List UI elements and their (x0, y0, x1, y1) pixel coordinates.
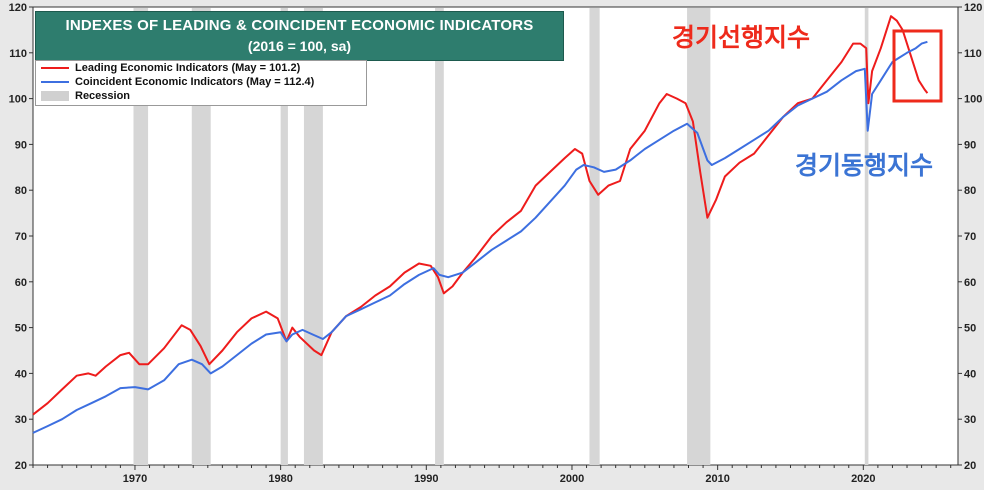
y-tick-label-left-30: 30 (15, 414, 27, 426)
y-tick-label-right-30: 30 (964, 414, 976, 426)
series-line-leading (32, 15, 929, 416)
highlight-box (892, 29, 943, 103)
recession-band-0 (133, 8, 149, 465)
legend-label-leading: Leading Economic Indicators (May = 101.2… (75, 62, 301, 74)
legend-label-coincident: Coincident Economic Indicators (May = 11… (75, 76, 315, 88)
recession-band-4 (435, 8, 444, 465)
legend: Leading Economic Indicators (May = 101.2… (35, 60, 367, 106)
recession-band-5 (589, 8, 600, 465)
legend-swatch-leading (41, 67, 69, 69)
y-tick-label-right-120: 120 (964, 2, 982, 14)
y-tick-label-right-80: 80 (964, 185, 976, 197)
annotation-coincident-ko: 경기동행지수 (795, 151, 934, 180)
x-tick-label-1980: 1980 (268, 473, 292, 485)
y-tick-label-left-90: 90 (15, 139, 27, 151)
y-tick-label-right-110: 110 (964, 48, 982, 60)
annotation-leading-ko: 경기선행지수 (672, 23, 811, 52)
x-tick-label-2020: 2020 (851, 473, 875, 485)
recession-bands (133, 8, 869, 465)
y-tick-label-right-40: 40 (964, 368, 976, 380)
chart-title-box: INDEXES OF LEADING & COINCIDENT ECONOMIC… (35, 11, 564, 61)
recession-band-2 (280, 8, 288, 465)
legend-swatch-recession (41, 91, 69, 101)
chart-title: INDEXES OF LEADING & COINCIDENT ECONOMIC… (65, 17, 534, 34)
y-tick-label-left-60: 60 (15, 277, 27, 289)
y-tick-label-right-70: 70 (964, 231, 976, 243)
y-tick-label-left-50: 50 (15, 323, 27, 335)
series-lines (32, 15, 929, 434)
y-tick-label-left-80: 80 (15, 185, 27, 197)
legend-item-leading: Leading Economic Indicators (May = 101.2… (36, 61, 366, 75)
legend-label-recession: Recession (75, 90, 131, 102)
x-tick-label-2000: 2000 (560, 473, 584, 485)
y-tick-label-left-70: 70 (15, 231, 27, 243)
y-tick-label-right-100: 100 (964, 94, 982, 106)
x-tick-label-2010: 2010 (705, 473, 729, 485)
chart-subtitle: (2016 = 100, sa) (247, 38, 352, 54)
y-tick-label-left-40: 40 (15, 368, 27, 380)
legend-item-recession: Recession (36, 89, 366, 103)
y-tick-label-right-90: 90 (964, 139, 976, 151)
recession-band-7 (864, 8, 869, 465)
y-tick-label-left-110: 110 (9, 48, 27, 60)
y-tick-label-right-50: 50 (964, 323, 976, 335)
y-tick-label-left-100: 100 (9, 94, 27, 106)
x-tick-label-1970: 1970 (123, 473, 147, 485)
recession-band-6 (687, 8, 711, 465)
legend-swatch-coincident (41, 81, 69, 83)
y-tick-label-left-120: 120 (9, 2, 27, 14)
series-line-coincident (32, 40, 928, 434)
x-tick-label-1990: 1990 (414, 473, 438, 485)
y-tick-label-right-60: 60 (964, 277, 976, 289)
recession-band-1 (191, 8, 211, 465)
legend-item-coincident: Coincident Economic Indicators (May = 11… (36, 75, 366, 89)
y-tick-label-right-20: 20 (964, 460, 976, 472)
y-tick-label-left-20: 20 (15, 460, 27, 472)
recession-band-3 (303, 8, 323, 465)
